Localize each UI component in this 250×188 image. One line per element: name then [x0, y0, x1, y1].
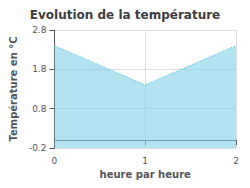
- svg-text:0.8: 0.8: [32, 104, 47, 114]
- svg-text:1.8: 1.8: [32, 64, 47, 74]
- svg-text:0: 0: [52, 156, 58, 166]
- svg-text:2: 2: [233, 156, 239, 166]
- svg-text:1: 1: [142, 156, 148, 166]
- svg-text:Evolution de la température: Evolution de la température: [30, 8, 221, 22]
- svg-text:-0.2: -0.2: [29, 143, 47, 153]
- svg-text:heure par heure: heure par heure: [100, 169, 191, 180]
- svg-text:2.8: 2.8: [32, 25, 47, 35]
- svg-text:Température en °C: Température en °C: [8, 36, 19, 141]
